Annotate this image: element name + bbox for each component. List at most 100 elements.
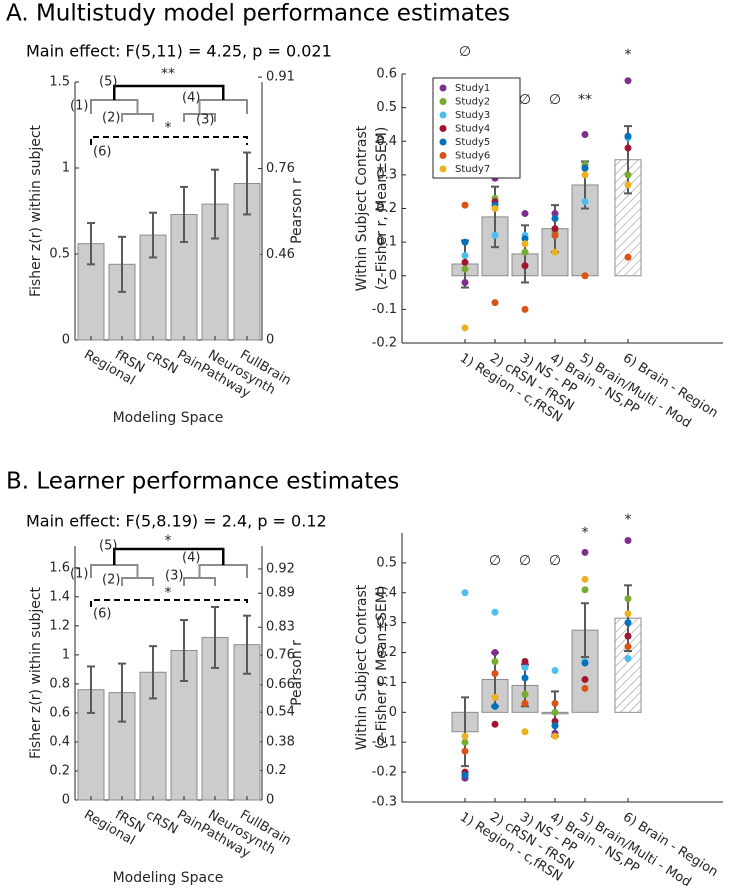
study-point	[624, 632, 632, 640]
legend-label: Study1	[455, 83, 490, 94]
x-tick-label: cRSN	[143, 348, 180, 378]
y-tick-label: -0.1	[372, 735, 397, 750]
y-tick-label: 0.1	[376, 675, 397, 690]
study-point	[521, 728, 529, 736]
legend-marker	[439, 84, 447, 92]
y-tick-label: 0.5	[376, 100, 397, 115]
y-tick-label: 0	[62, 333, 70, 348]
y-tick-label: 1.6	[49, 560, 70, 575]
legend-label: Study7	[455, 164, 490, 175]
y-tick-label: 0.3	[376, 615, 397, 630]
y2-tick-label: 0.76	[266, 648, 295, 663]
bracket-star: **	[161, 66, 175, 82]
y2-tick-label: 0.89	[266, 586, 295, 601]
study-point	[521, 674, 529, 682]
study-point	[521, 658, 529, 666]
study-point	[551, 248, 559, 256]
bracket-label: (2)	[102, 573, 120, 588]
bracket-label: (3)	[196, 113, 214, 128]
study-point	[521, 305, 529, 313]
legend-marker	[439, 165, 447, 173]
study-point	[581, 548, 589, 556]
study-point	[581, 272, 589, 280]
y2-tick-label: 0.2	[266, 763, 287, 778]
y-tick-label: 1	[62, 161, 70, 176]
study-point	[624, 132, 632, 140]
study-point	[581, 586, 589, 594]
study-point	[491, 231, 499, 239]
bracket-label: (6)	[93, 607, 111, 622]
study-point	[521, 248, 529, 256]
y-tick-label: 1.2	[49, 618, 70, 633]
study-point	[551, 225, 559, 233]
comparison-bracket	[198, 564, 248, 578]
study-point	[461, 324, 469, 332]
comparison-bracket	[121, 577, 154, 586]
panel-title: A. Multistudy model performance estimate…	[6, 1, 510, 27]
y-tick-label: 0.3	[376, 167, 397, 182]
study-point	[624, 595, 632, 603]
y-tick-label: 0.4	[49, 734, 70, 749]
y2-tick-label: 0.92	[266, 561, 295, 576]
y-axis-label: Fisher z(r) within subject	[28, 586, 44, 759]
significance-label: ∅	[549, 92, 561, 108]
legend-marker	[439, 125, 447, 132]
error-bar	[118, 662, 126, 723]
y-tick-label: 0.2	[376, 201, 397, 216]
study-point	[461, 771, 469, 779]
study-point	[461, 738, 469, 746]
study-point	[521, 210, 529, 218]
bracket-label: (1)	[70, 99, 88, 114]
significance-label: ∅	[519, 92, 531, 108]
y-tick-label: 0	[389, 705, 397, 720]
error-bar	[87, 222, 95, 266]
y2-tick-label: 0.38	[266, 734, 295, 749]
study-point	[581, 684, 589, 692]
y-axis-label: Within Subject Contrast	[354, 125, 370, 291]
study-point	[624, 171, 632, 179]
error-bar	[180, 185, 188, 243]
y-tick-label: 0.5	[49, 247, 70, 262]
y-axis-label: (z-Fisher r, Mean±SEM)	[374, 127, 390, 291]
comparison-bracket	[90, 136, 248, 145]
error-bar	[87, 665, 95, 714]
panel-title: B. Learner performance estimates	[6, 469, 399, 495]
comparison-bracket	[121, 113, 154, 122]
study-point	[551, 666, 559, 674]
bracket-label: (5)	[99, 539, 117, 554]
significance-label: ∅	[489, 553, 501, 569]
y2-axis-label: Pearson r	[289, 178, 305, 244]
y-tick-label: 1.5	[49, 75, 70, 90]
bracket-label: (6)	[93, 145, 111, 160]
y-axis-label: (z-Fisher r, Mean±SEM)	[374, 586, 390, 750]
study-point	[624, 144, 632, 152]
y-tick-label: 0.6	[376, 67, 397, 82]
y-tick-label: 0.4	[376, 585, 397, 600]
legend-marker	[439, 98, 447, 105]
study-point	[624, 181, 632, 189]
y2-tick-label: 0.83	[266, 620, 295, 635]
bracket-star: *	[165, 585, 172, 601]
y-tick-label: -0.1	[372, 302, 397, 317]
study-point	[551, 699, 559, 707]
y-tick-label: 0	[62, 793, 70, 808]
study-point	[521, 690, 529, 698]
study-point	[491, 608, 499, 616]
error-bar	[243, 614, 251, 675]
study-point	[461, 747, 469, 755]
significance-label: *	[625, 47, 632, 63]
study-point	[491, 299, 499, 307]
y-tick-label: 0	[389, 268, 397, 283]
study-point	[491, 658, 499, 666]
study-point	[551, 722, 559, 730]
bracket-star: *	[165, 533, 172, 549]
y-tick-label: 1.4	[49, 589, 70, 604]
study-point	[581, 659, 589, 667]
y-tick-label: 0.2	[376, 645, 397, 660]
study-point	[581, 164, 589, 172]
comparison-bracket	[183, 577, 216, 586]
significance-label: *	[625, 512, 632, 528]
study-point	[461, 732, 469, 740]
error-bar	[211, 605, 219, 669]
